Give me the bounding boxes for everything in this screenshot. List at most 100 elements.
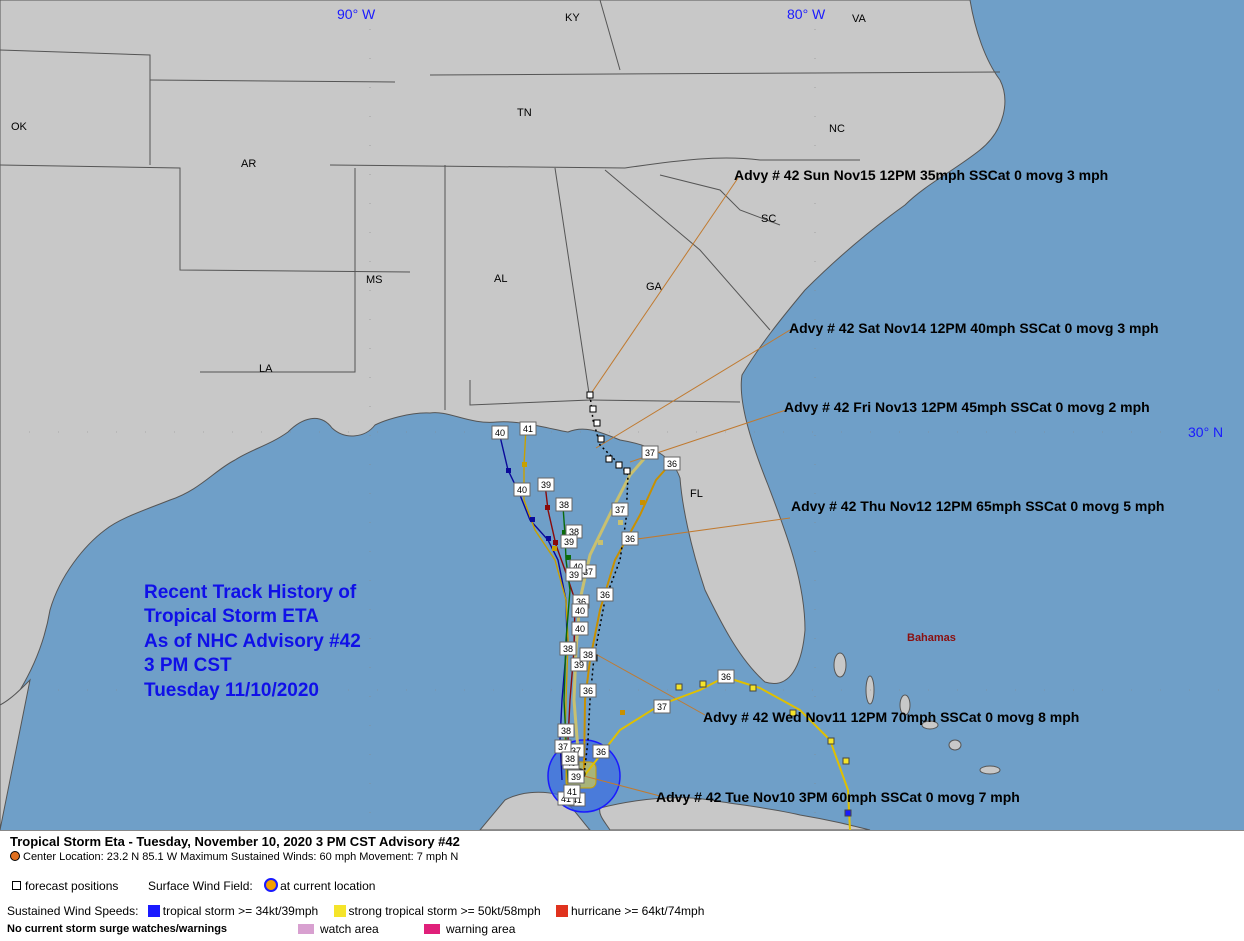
track-label: 40 [571, 603, 589, 618]
track-label: 36 [592, 744, 610, 759]
track-label-text: 39 [569, 570, 579, 580]
track-label: 40 [513, 482, 531, 497]
title-block: Recent Track History of Tropical Storm E… [144, 582, 361, 701]
track-label-text: 37 [583, 567, 593, 577]
warning-text: warning area [446, 922, 516, 936]
legend-title: Tropical Storm Eta - Tuesday, November 1… [10, 834, 460, 849]
bahamas-islands [833, 652, 1001, 775]
title-line-2: Tropical Storm ETA [144, 606, 319, 627]
map-canvas: 90° W 80° W 30° N KY VA OK TN NC AR SC M… [0, 0, 1244, 830]
track-label-text: 36 [596, 747, 606, 757]
track-label: 38 [559, 641, 577, 656]
track-label: 38 [579, 647, 597, 662]
state-label-ms: MS [366, 274, 383, 286]
state-label-ga: GA [646, 281, 663, 293]
speed-ts-text: tropical storm >= 34kt/39mph [162, 904, 319, 918]
legend-warning-row: warning area [424, 922, 515, 936]
center-location-text: Center Location: 23.2 N 85.1 W Maximum S… [23, 851, 459, 863]
track-label: 39 [565, 567, 583, 582]
track-label-text: 36 [667, 459, 677, 469]
forecast-callouts: Advy # 42 Sun Nov15 12PM 35mph SSCat 0 m… [656, 167, 1164, 805]
speed-hu-text: hurricane >= 64kt/74mph [570, 904, 705, 918]
hu-swatch [555, 905, 568, 917]
legend-speeds-row: Sustained Wind Speeds: tropical storm >=… [7, 904, 704, 918]
track-label-text: 40 [495, 428, 505, 438]
region-label-bahamas: Bahamas [907, 632, 956, 644]
track-label-text: 38 [561, 726, 571, 736]
track-label-text: 38 [565, 754, 575, 764]
track-label-text: 41 [523, 424, 533, 434]
track-label: 37 [641, 445, 659, 460]
track-label: 38 [555, 497, 573, 512]
track-advisory-36b [583, 675, 851, 830]
legend-center-row: Center Location: 23.2 N 85.1 W Maximum S… [10, 851, 458, 863]
callout-wed-nov11: Advy # 42 Wed Nov11 12PM 70mph SSCat 0 m… [703, 709, 1079, 725]
title-line-1: Recent Track History of [144, 582, 357, 603]
watch-text: watch area [320, 922, 379, 936]
sts-swatch [333, 905, 346, 917]
legend-wind-field-row: Surface Wind Field: at current location [148, 878, 375, 893]
track-label-text: 41 [561, 794, 571, 804]
track-label: 37 [611, 502, 629, 517]
lat-label-30n: 30° N [1188, 424, 1223, 440]
center-marker-icon [10, 851, 20, 861]
speed-sts-text: strong tropical storm >= 50kt/58mph [348, 904, 541, 918]
state-label-sc: SC [761, 213, 776, 225]
track-label-text: 37 [558, 742, 568, 752]
track-label-text: 40 [573, 562, 583, 572]
track-label-text: 37 [645, 448, 655, 458]
track-label-text: 40 [575, 606, 585, 616]
track-label: 36 [579, 683, 597, 698]
callout-thu-nov12: Advy # 42 Thu Nov12 12PM 65mph SSCat 0 m… [791, 498, 1164, 514]
track-label-text: 41 [572, 795, 582, 805]
state-label-nc: NC [829, 123, 845, 135]
state-label-ok: OK [11, 121, 28, 133]
watch-swatch [298, 924, 314, 934]
legend-watch-row: watch area [298, 922, 379, 936]
track-label-text: 36 [721, 672, 731, 682]
title-line-3: As of NHC Advisory #42 [144, 631, 361, 652]
track-label: 39 [567, 769, 585, 784]
ts-swatch [147, 905, 160, 917]
track-label: 36 [663, 456, 681, 471]
wind-field-icon [264, 878, 279, 892]
track-label: 39 [537, 477, 555, 492]
wind-field-label: Surface Wind Field: [148, 879, 253, 893]
track-label-text: 38 [563, 644, 573, 654]
track-label-text: 36 [600, 590, 610, 600]
track-label-text: 39 [574, 660, 584, 670]
track-label-text: 37 [571, 746, 581, 756]
state-label-ky: KY [565, 12, 580, 24]
track-label: 41 [519, 421, 537, 436]
track-label-text: 39 [571, 772, 581, 782]
track-label-text: 40 [575, 624, 585, 634]
track-label: 37 [653, 699, 671, 714]
callout-tue-nov10: Advy # 42 Tue Nov10 3PM 60mph SSCat 0 mo… [656, 789, 1020, 805]
track-label-text: 39 [541, 480, 551, 490]
track-label: 37 [554, 739, 572, 754]
cuba-land [599, 797, 871, 830]
track-label-text: 40 [517, 485, 527, 495]
track-label: 40 [491, 425, 509, 440]
forecast-positions-text: forecast positions [25, 879, 119, 893]
callout-sat-nov14: Advy # 42 Sat Nov14 12PM 40mph SSCat 0 m… [789, 320, 1159, 336]
track-label-text: 36 [625, 534, 635, 544]
track-label-text: 41 [567, 787, 577, 797]
forecast-square-icon [12, 881, 21, 890]
track-label-text: 37 [615, 505, 625, 515]
track-label: 41 [563, 784, 581, 799]
track-label: 38 [561, 751, 579, 766]
lon-label-80w: 80° W [787, 6, 826, 22]
callout-fri-nov13: Advy # 42 Fri Nov13 12PM 45mph SSCat 0 m… [784, 399, 1150, 415]
state-label-va: VA [852, 13, 867, 25]
lon-label-90w: 90° W [337, 6, 376, 22]
state-label-la: LA [259, 363, 273, 375]
track-label: 40 [571, 621, 589, 636]
track-label: 38 [557, 723, 575, 738]
callout-sun-nov15: Advy # 42 Sun Nov15 12PM 35mph SSCat 0 m… [734, 167, 1108, 183]
track-label-text: 39 [564, 537, 574, 547]
track-label-text: 37 [657, 702, 667, 712]
track-label: 36 [717, 669, 735, 684]
track-label-text: 36 [583, 686, 593, 696]
